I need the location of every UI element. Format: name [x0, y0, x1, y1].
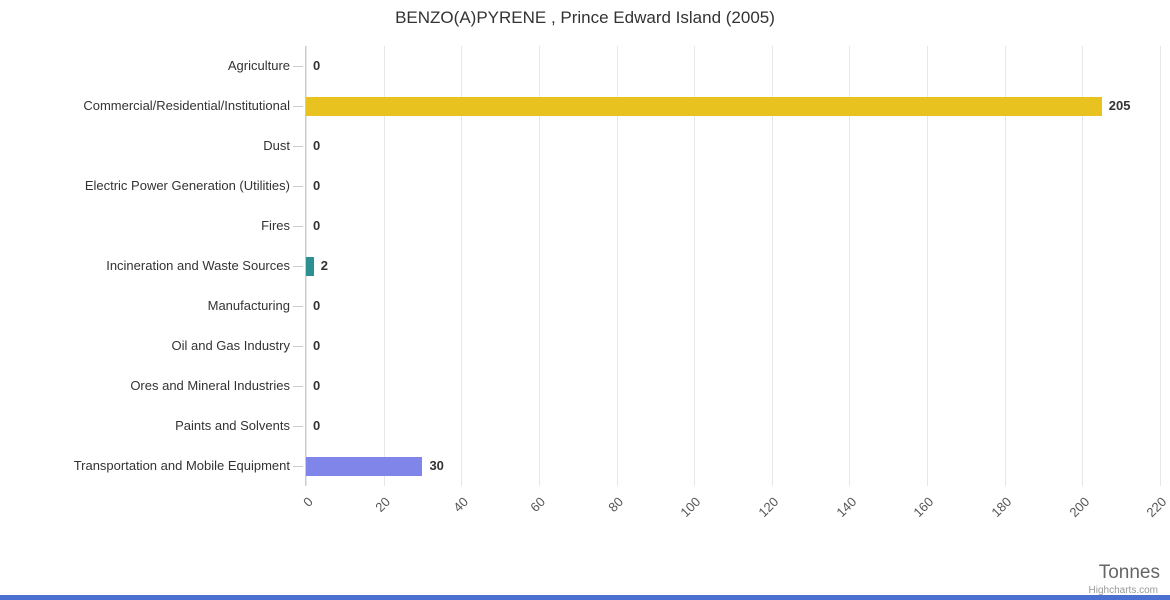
- category-label: Incineration and Waste Sources: [106, 258, 290, 273]
- y-axis-tick: [293, 186, 303, 187]
- category-label: Agriculture: [227, 58, 290, 73]
- bar-value-label: 0: [313, 338, 321, 353]
- y-axis-tick: [293, 346, 303, 347]
- bar-value-label: 0: [313, 58, 321, 73]
- category-label: Electric Power Generation (Utilities): [84, 178, 290, 193]
- category-label: Ores and Mineral Industries: [130, 378, 290, 393]
- x-axis-tick-label: 220: [1143, 494, 1170, 520]
- x-axis-tick-label: 140: [833, 494, 860, 520]
- category-label: Oil and Gas Industry: [171, 338, 291, 353]
- x-axis-title: Tonnes: [1098, 562, 1160, 583]
- y-axis-tick: [293, 306, 303, 307]
- bar-value-label: 0: [313, 298, 321, 313]
- gridline: [538, 46, 540, 486]
- x-axis-tick-label: 120: [755, 494, 782, 520]
- gridline: [927, 46, 929, 486]
- x-axis-tick-label: 100: [677, 494, 704, 520]
- gridline: [694, 46, 696, 486]
- category-label: Dust: [263, 138, 290, 153]
- y-axis-tick: [293, 146, 303, 147]
- gridline: [383, 46, 385, 486]
- bar[interactable]: [306, 456, 423, 476]
- plot-area: 0 205 0 0 0 2 0 0 0 0 30: [305, 46, 1161, 486]
- gridline: [1004, 46, 1006, 486]
- x-axis-tick-label: 0: [299, 494, 316, 510]
- gridline: [1160, 46, 1161, 486]
- y-axis-tick: [293, 106, 303, 107]
- x-axis-tick-label: 20: [372, 494, 394, 515]
- x-axis-tick-label: 160: [910, 494, 937, 520]
- category-label: Transportation and Mobile Equipment: [73, 458, 290, 473]
- bar-value-label: 0: [313, 178, 321, 193]
- gridline: [461, 46, 463, 486]
- bar-value-label: 2: [320, 258, 328, 273]
- bar-value-label: 0: [313, 138, 321, 153]
- bar[interactable]: [306, 256, 314, 276]
- x-axis-tick-label: 60: [527, 494, 549, 515]
- x-axis-tick-label: 40: [450, 494, 471, 515]
- x-axis-tick-label: 80: [605, 494, 627, 515]
- bar-value-label: 30: [429, 458, 444, 473]
- gridline: [849, 46, 851, 486]
- category-label: Commercial/Residential/Institutional: [83, 98, 290, 113]
- gridline: [1082, 46, 1084, 486]
- y-axis-tick: [293, 386, 303, 387]
- bar-value-label: 0: [313, 218, 321, 233]
- category-label: Manufacturing: [207, 298, 290, 313]
- y-axis-tick: [293, 66, 303, 67]
- bar[interactable]: [306, 96, 1102, 116]
- bar-value-label: 0: [313, 418, 321, 433]
- page-footer-strip: [0, 595, 1170, 600]
- chart-body: Agriculture Commercial/Residential/Instit…: [0, 46, 1161, 486]
- x-axis-tick-label: 200: [1066, 494, 1092, 520]
- gridline: [616, 46, 618, 486]
- y-axis-labels: Agriculture Commercial/Residential/Instit…: [0, 46, 303, 486]
- category-label: Paints and Solvents: [175, 418, 290, 433]
- highcharts-credits-link[interactable]: Highcharts.com: [1088, 585, 1158, 596]
- bar-value-label: 0: [313, 378, 321, 393]
- chart-title: BENZO(A)PYRENE , Prince Edward Island (2…: [395, 8, 775, 27]
- category-label: Fires: [261, 218, 290, 233]
- x-axis-labels: 0 20 40 60 80 100 120 140 160 180 200 220: [300, 490, 1170, 550]
- y-axis-tick: [293, 466, 303, 467]
- y-axis-tick: [293, 226, 303, 227]
- bar-value-label: 205: [1108, 98, 1131, 113]
- y-axis-tick: [293, 426, 303, 427]
- y-axis-tick: [293, 266, 303, 267]
- gridline: [771, 46, 773, 486]
- x-axis-tick-label: 180: [988, 494, 1015, 520]
